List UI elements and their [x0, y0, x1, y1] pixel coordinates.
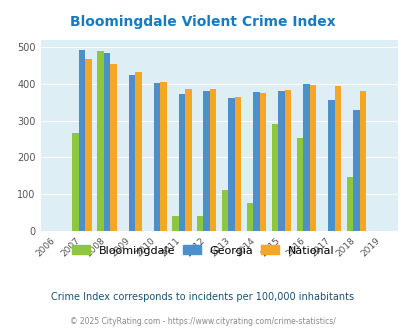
- Bar: [253, 92, 259, 231]
- Legend: Bloomingdale, Georgia, National: Bloomingdale, Georgia, National: [67, 241, 338, 260]
- Bar: [110, 63, 116, 231]
- Bar: [278, 91, 284, 231]
- Bar: [284, 90, 291, 231]
- Bar: [359, 91, 365, 231]
- Bar: [259, 93, 266, 231]
- Bar: [296, 138, 303, 231]
- Bar: [346, 177, 352, 231]
- Bar: [352, 110, 359, 231]
- Bar: [271, 123, 278, 231]
- Bar: [309, 85, 315, 231]
- Bar: [328, 100, 334, 231]
- Bar: [222, 190, 228, 231]
- Bar: [228, 98, 234, 231]
- Bar: [209, 88, 216, 231]
- Bar: [135, 72, 141, 231]
- Bar: [128, 75, 135, 231]
- Bar: [97, 50, 103, 231]
- Bar: [185, 88, 191, 231]
- Bar: [246, 203, 253, 231]
- Bar: [196, 216, 203, 231]
- Bar: [234, 97, 241, 231]
- Bar: [303, 84, 309, 231]
- Bar: [334, 86, 341, 231]
- Bar: [178, 94, 185, 231]
- Bar: [72, 133, 79, 231]
- Bar: [79, 50, 85, 231]
- Bar: [103, 53, 110, 231]
- Bar: [160, 82, 166, 231]
- Bar: [172, 216, 178, 231]
- Text: Crime Index corresponds to incidents per 100,000 inhabitants: Crime Index corresponds to incidents per…: [51, 292, 354, 302]
- Text: Bloomingdale Violent Crime Index: Bloomingdale Violent Crime Index: [70, 15, 335, 29]
- Text: © 2025 CityRating.com - https://www.cityrating.com/crime-statistics/: © 2025 CityRating.com - https://www.city…: [70, 317, 335, 326]
- Bar: [153, 82, 160, 231]
- Bar: [203, 91, 209, 231]
- Bar: [85, 59, 92, 231]
